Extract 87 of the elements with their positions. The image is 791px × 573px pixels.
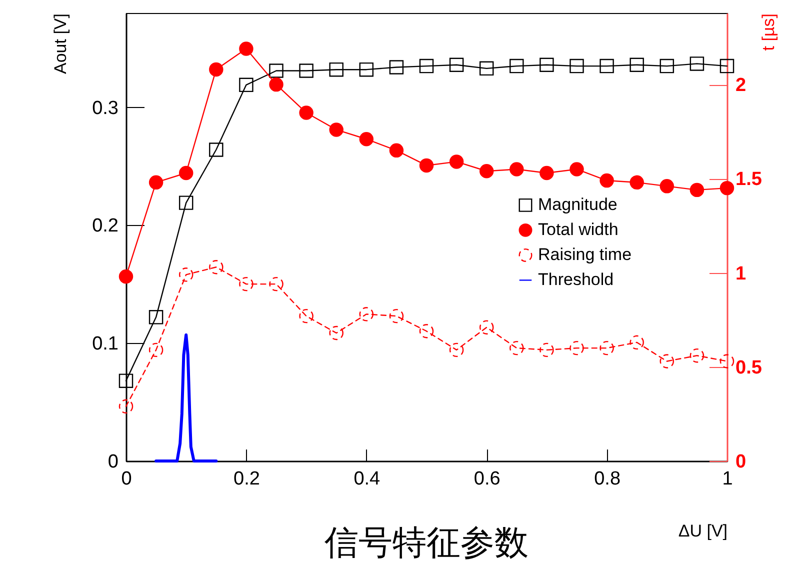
- point: [148, 175, 164, 190]
- point: [389, 143, 404, 158]
- y-tick-label: 0.1: [92, 334, 118, 355]
- point: [510, 162, 524, 176]
- y2-tick-label: 0.5: [736, 357, 762, 378]
- point: [178, 166, 194, 180]
- point: [359, 62, 374, 77]
- point: [359, 132, 374, 146]
- point: [209, 62, 224, 77]
- point: [570, 340, 584, 356]
- y2-axis-title: t [µs]: [758, 14, 778, 51]
- point: [118, 269, 134, 284]
- point: [660, 179, 674, 194]
- point: [329, 62, 344, 77]
- legend-label: Total width: [538, 220, 618, 240]
- point: [479, 320, 494, 334]
- x-axis-title: ΔU [V]: [678, 522, 728, 540]
- point: [690, 182, 704, 198]
- point: [630, 58, 644, 72]
- y2-tick-label: 1: [736, 263, 746, 284]
- point: [329, 122, 344, 137]
- point: [449, 58, 464, 72]
- point: [570, 58, 584, 74]
- point: [449, 154, 464, 169]
- line-series: [154, 333, 218, 462]
- x-tick-label: 0.2: [233, 468, 260, 490]
- y-tick-label: 0.2: [92, 216, 118, 237]
- point: [720, 58, 734, 74]
- point: [479, 164, 494, 178]
- point: [299, 64, 314, 78]
- point: [600, 173, 614, 188]
- point: [269, 64, 284, 78]
- point: [540, 342, 554, 358]
- point: [239, 42, 254, 56]
- point: [510, 340, 524, 356]
- point: [148, 342, 164, 358]
- legend-label: Threshold: [538, 270, 614, 290]
- point: [419, 324, 434, 338]
- point: [299, 308, 314, 324]
- point: [570, 162, 584, 176]
- x-tick-label: 0.8: [594, 468, 621, 490]
- y-tick-label: 0.3: [92, 98, 118, 119]
- x-tick-label: 0.4: [354, 468, 381, 490]
- point: [630, 335, 644, 350]
- point: [690, 348, 704, 363]
- point: [479, 61, 494, 76]
- y-tick-label: 0: [108, 452, 118, 472]
- point: [239, 276, 254, 292]
- point: [178, 268, 194, 282]
- text: 信号特征参数: [324, 523, 528, 563]
- point: [148, 310, 164, 324]
- point: [540, 166, 554, 180]
- point: [600, 340, 614, 356]
- point: [178, 196, 194, 210]
- y2-tick-label: 2: [736, 75, 746, 96]
- y2-tick-label: 0: [736, 452, 746, 472]
- point: [209, 142, 224, 157]
- point: [359, 307, 374, 322]
- y-axis-title: Aout [V]: [51, 14, 70, 74]
- point: [720, 354, 734, 368]
- point: [329, 326, 344, 340]
- x-tick-label: 0: [121, 468, 132, 490]
- point: [660, 58, 674, 74]
- point: [389, 60, 404, 74]
- point: [660, 354, 674, 368]
- point: [118, 399, 134, 414]
- y2-tick-label: 1.5: [736, 169, 762, 190]
- legend-label: Magnitude: [538, 195, 618, 214]
- point: [540, 58, 554, 72]
- point: [209, 260, 224, 274]
- point: [389, 308, 404, 324]
- x-tick-label: 1: [722, 468, 733, 490]
- point: [690, 56, 704, 71]
- point: [419, 158, 434, 173]
- point: [449, 342, 464, 358]
- point: [239, 78, 254, 92]
- point: [630, 175, 644, 190]
- point: [118, 374, 134, 388]
- point: [720, 180, 734, 196]
- point: [269, 77, 284, 92]
- point: [269, 276, 284, 292]
- point: [600, 58, 614, 74]
- x-tick-label: 0.6: [474, 468, 500, 490]
- point: [419, 58, 434, 74]
- point: [299, 106, 314, 120]
- legend-label: Raising time: [538, 245, 632, 264]
- point: [510, 58, 524, 74]
